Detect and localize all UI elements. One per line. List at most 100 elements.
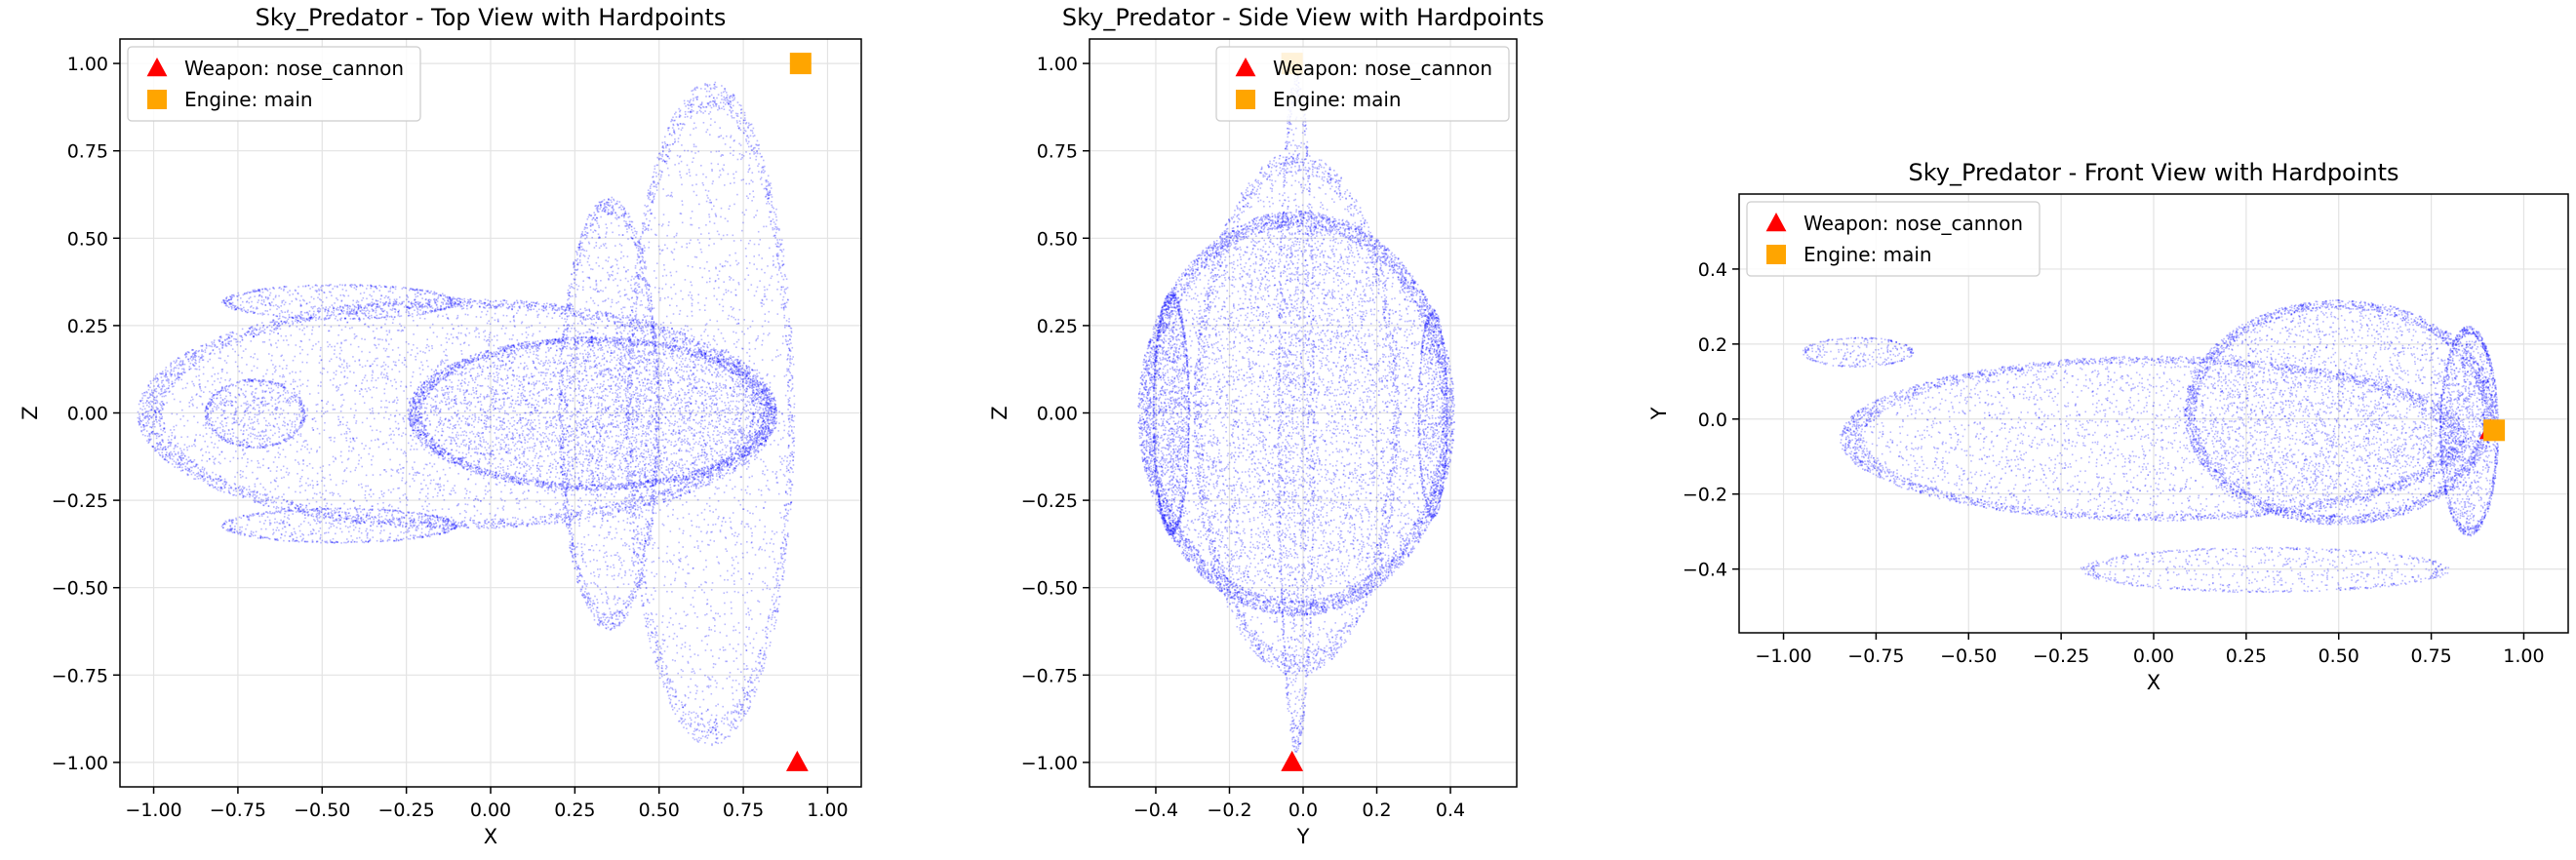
point (437, 517, 439, 519)
point (518, 462, 520, 464)
point (266, 493, 268, 495)
point (242, 496, 244, 498)
point (177, 463, 179, 466)
point (499, 408, 502, 410)
point (430, 528, 432, 529)
point (340, 371, 342, 373)
point (262, 405, 264, 407)
point (269, 330, 271, 332)
point (163, 385, 166, 387)
point (331, 503, 333, 506)
point (653, 329, 654, 332)
point (161, 415, 163, 418)
point (404, 327, 406, 329)
point (522, 394, 525, 396)
point (507, 523, 509, 526)
point (316, 450, 318, 453)
point (168, 378, 170, 381)
point (158, 410, 160, 412)
point (233, 483, 236, 485)
point (149, 394, 151, 396)
point (376, 347, 377, 349)
point (148, 441, 150, 444)
point (372, 474, 375, 476)
point (653, 361, 654, 363)
point (524, 400, 527, 402)
point (392, 303, 394, 305)
point (218, 478, 220, 480)
point (596, 493, 598, 496)
point (398, 359, 400, 362)
point (628, 350, 631, 353)
point (533, 404, 535, 407)
point (742, 380, 744, 383)
point (718, 353, 721, 355)
point (505, 302, 507, 304)
point (632, 319, 634, 322)
point (768, 398, 770, 401)
point (261, 322, 263, 324)
point (751, 384, 753, 387)
point (175, 444, 177, 447)
point (529, 351, 532, 354)
point (221, 343, 224, 345)
point (504, 332, 506, 334)
point (614, 316, 616, 319)
point (427, 520, 429, 522)
point (416, 306, 417, 308)
point (201, 350, 203, 352)
point (576, 511, 578, 514)
point (170, 373, 173, 376)
point (568, 451, 570, 453)
point (256, 329, 258, 332)
point (740, 463, 742, 466)
point (650, 497, 652, 500)
point (691, 334, 694, 337)
point (170, 366, 173, 368)
point (457, 473, 459, 475)
point (370, 440, 373, 442)
point (246, 441, 248, 444)
point (188, 406, 191, 408)
point (475, 316, 478, 318)
point (285, 334, 287, 337)
point (492, 476, 495, 478)
point (581, 372, 583, 375)
point (161, 454, 164, 456)
point (329, 379, 332, 381)
point (518, 454, 520, 456)
point (581, 401, 583, 404)
point (195, 375, 198, 378)
point (534, 384, 535, 387)
point (567, 354, 569, 357)
point (346, 321, 349, 324)
point (756, 440, 758, 442)
point (203, 391, 205, 393)
point (634, 361, 636, 364)
point (381, 376, 384, 379)
point (286, 365, 288, 367)
point (675, 431, 677, 434)
point (468, 344, 470, 346)
point (329, 491, 332, 494)
point (610, 421, 613, 424)
point (551, 317, 554, 319)
point (535, 481, 538, 483)
point (214, 352, 216, 355)
point (256, 324, 258, 326)
point (748, 433, 751, 436)
point (751, 419, 753, 422)
point (697, 348, 700, 351)
point (202, 454, 204, 456)
point (740, 443, 742, 446)
point (284, 455, 287, 458)
point (386, 407, 388, 409)
point (618, 504, 621, 507)
point (152, 379, 155, 381)
point (336, 390, 338, 392)
point (450, 333, 453, 335)
point (655, 473, 658, 476)
point (457, 332, 460, 334)
point (275, 327, 277, 330)
point (352, 447, 354, 450)
